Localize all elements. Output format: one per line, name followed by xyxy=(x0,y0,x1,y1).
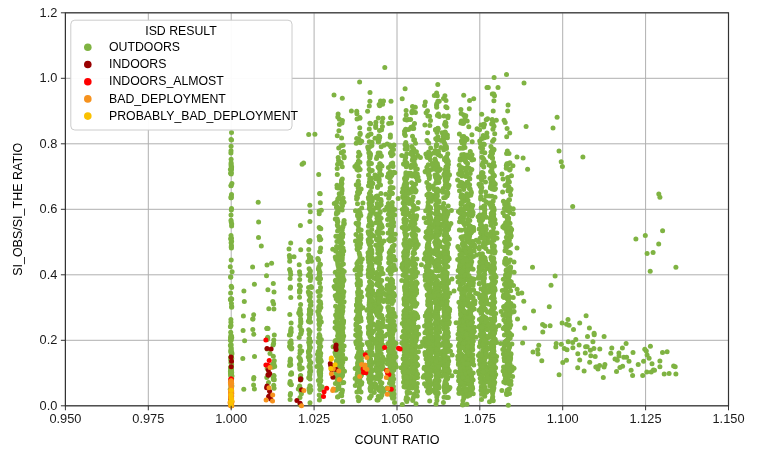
svg-text:INDOORS_ALMOST: INDOORS_ALMOST xyxy=(109,74,224,88)
svg-text:BAD_DEPLOYMENT: BAD_DEPLOYMENT xyxy=(109,92,226,106)
svg-text:1.0: 1.0 xyxy=(40,70,58,85)
svg-text:1.150: 1.150 xyxy=(712,411,744,426)
svg-text:PROBABLY_BAD_DEPLOYMENT: PROBABLY_BAD_DEPLOYMENT xyxy=(109,109,299,123)
svg-text:OUTDOORS: OUTDOORS xyxy=(109,40,180,54)
svg-text:1.100: 1.100 xyxy=(547,411,579,426)
svg-text:SI_OBS/SI_THE RATIO: SI_OBS/SI_THE RATIO xyxy=(11,142,25,275)
svg-text:ISD RESULT: ISD RESULT xyxy=(145,24,217,38)
svg-text:0.0: 0.0 xyxy=(40,398,58,413)
svg-text:0.950: 0.950 xyxy=(49,411,81,426)
svg-text:COUNT RATIO: COUNT RATIO xyxy=(354,433,439,447)
svg-text:1.2: 1.2 xyxy=(40,5,58,20)
svg-text:0.8: 0.8 xyxy=(40,136,58,151)
svg-text:1.075: 1.075 xyxy=(464,411,496,426)
svg-text:0.2: 0.2 xyxy=(40,332,58,347)
svg-text:0.4: 0.4 xyxy=(40,267,58,282)
svg-text:1.050: 1.050 xyxy=(381,411,413,426)
svg-text:1.025: 1.025 xyxy=(298,411,330,426)
svg-text:1.000: 1.000 xyxy=(215,411,247,426)
svg-text:1.125: 1.125 xyxy=(630,411,662,426)
svg-text:0.975: 0.975 xyxy=(132,411,164,426)
svg-text:0.6: 0.6 xyxy=(40,201,58,216)
svg-text:INDOORS: INDOORS xyxy=(109,57,166,71)
